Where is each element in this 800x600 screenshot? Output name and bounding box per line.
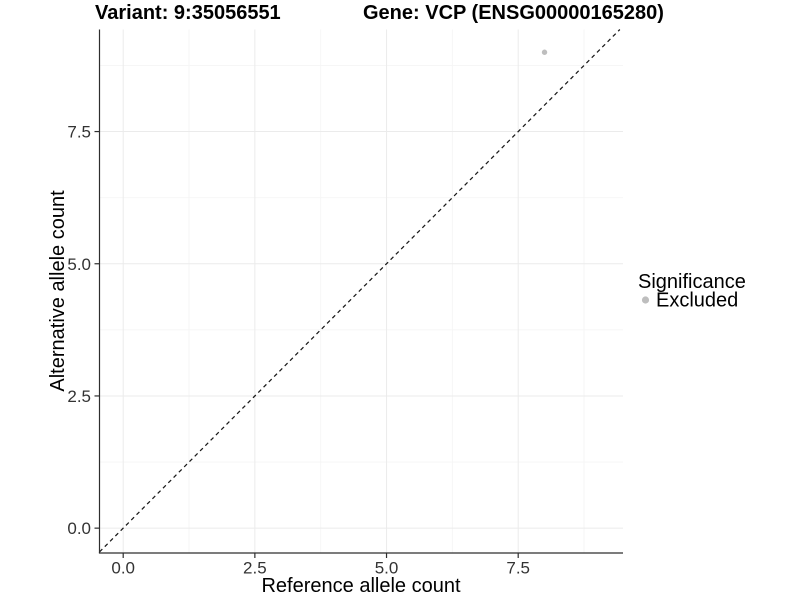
legend: Significance Excluded — [638, 271, 746, 312]
y-axis-title: Alternative allele count — [47, 190, 69, 392]
axis-lines-layer — [98, 29, 623, 554]
tick-labels-layer: 0.0 2.5 5.0 7.5 0.0 2.5 5.0 7.5 — [67, 123, 530, 578]
grid-major-lines — [99, 29, 623, 553]
y-tick-label: 5.0 — [67, 255, 91, 274]
x-tick-label: 2.5 — [243, 559, 267, 578]
variant-title: Variant: 9:35056551 — [95, 2, 281, 24]
axis-ticks-layer — [94, 130, 519, 558]
x-tick-label: 5.0 — [375, 559, 399, 578]
x-tick-label: 7.5 — [506, 559, 530, 578]
y-tick-label: 7.5 — [67, 123, 91, 142]
data-point — [541, 49, 548, 55]
identity-line — [99, 29, 621, 553]
x-axis-title: Reference allele count — [261, 575, 460, 597]
y-tick-label: 0.0 — [67, 519, 91, 538]
gene-title: Gene: VCP (ENSG00000165280) — [363, 2, 664, 24]
identity-line-layer — [99, 29, 621, 553]
y-tick-label: 2.5 — [67, 387, 91, 406]
legend-key-dot — [641, 296, 650, 304]
legend-item-label: Excluded — [656, 290, 738, 312]
x-tick-label: 0.0 — [111, 559, 135, 578]
data-points-layer — [541, 49, 548, 55]
legend-title: Significance — [638, 271, 746, 293]
grid-minor-lines — [99, 29, 623, 553]
